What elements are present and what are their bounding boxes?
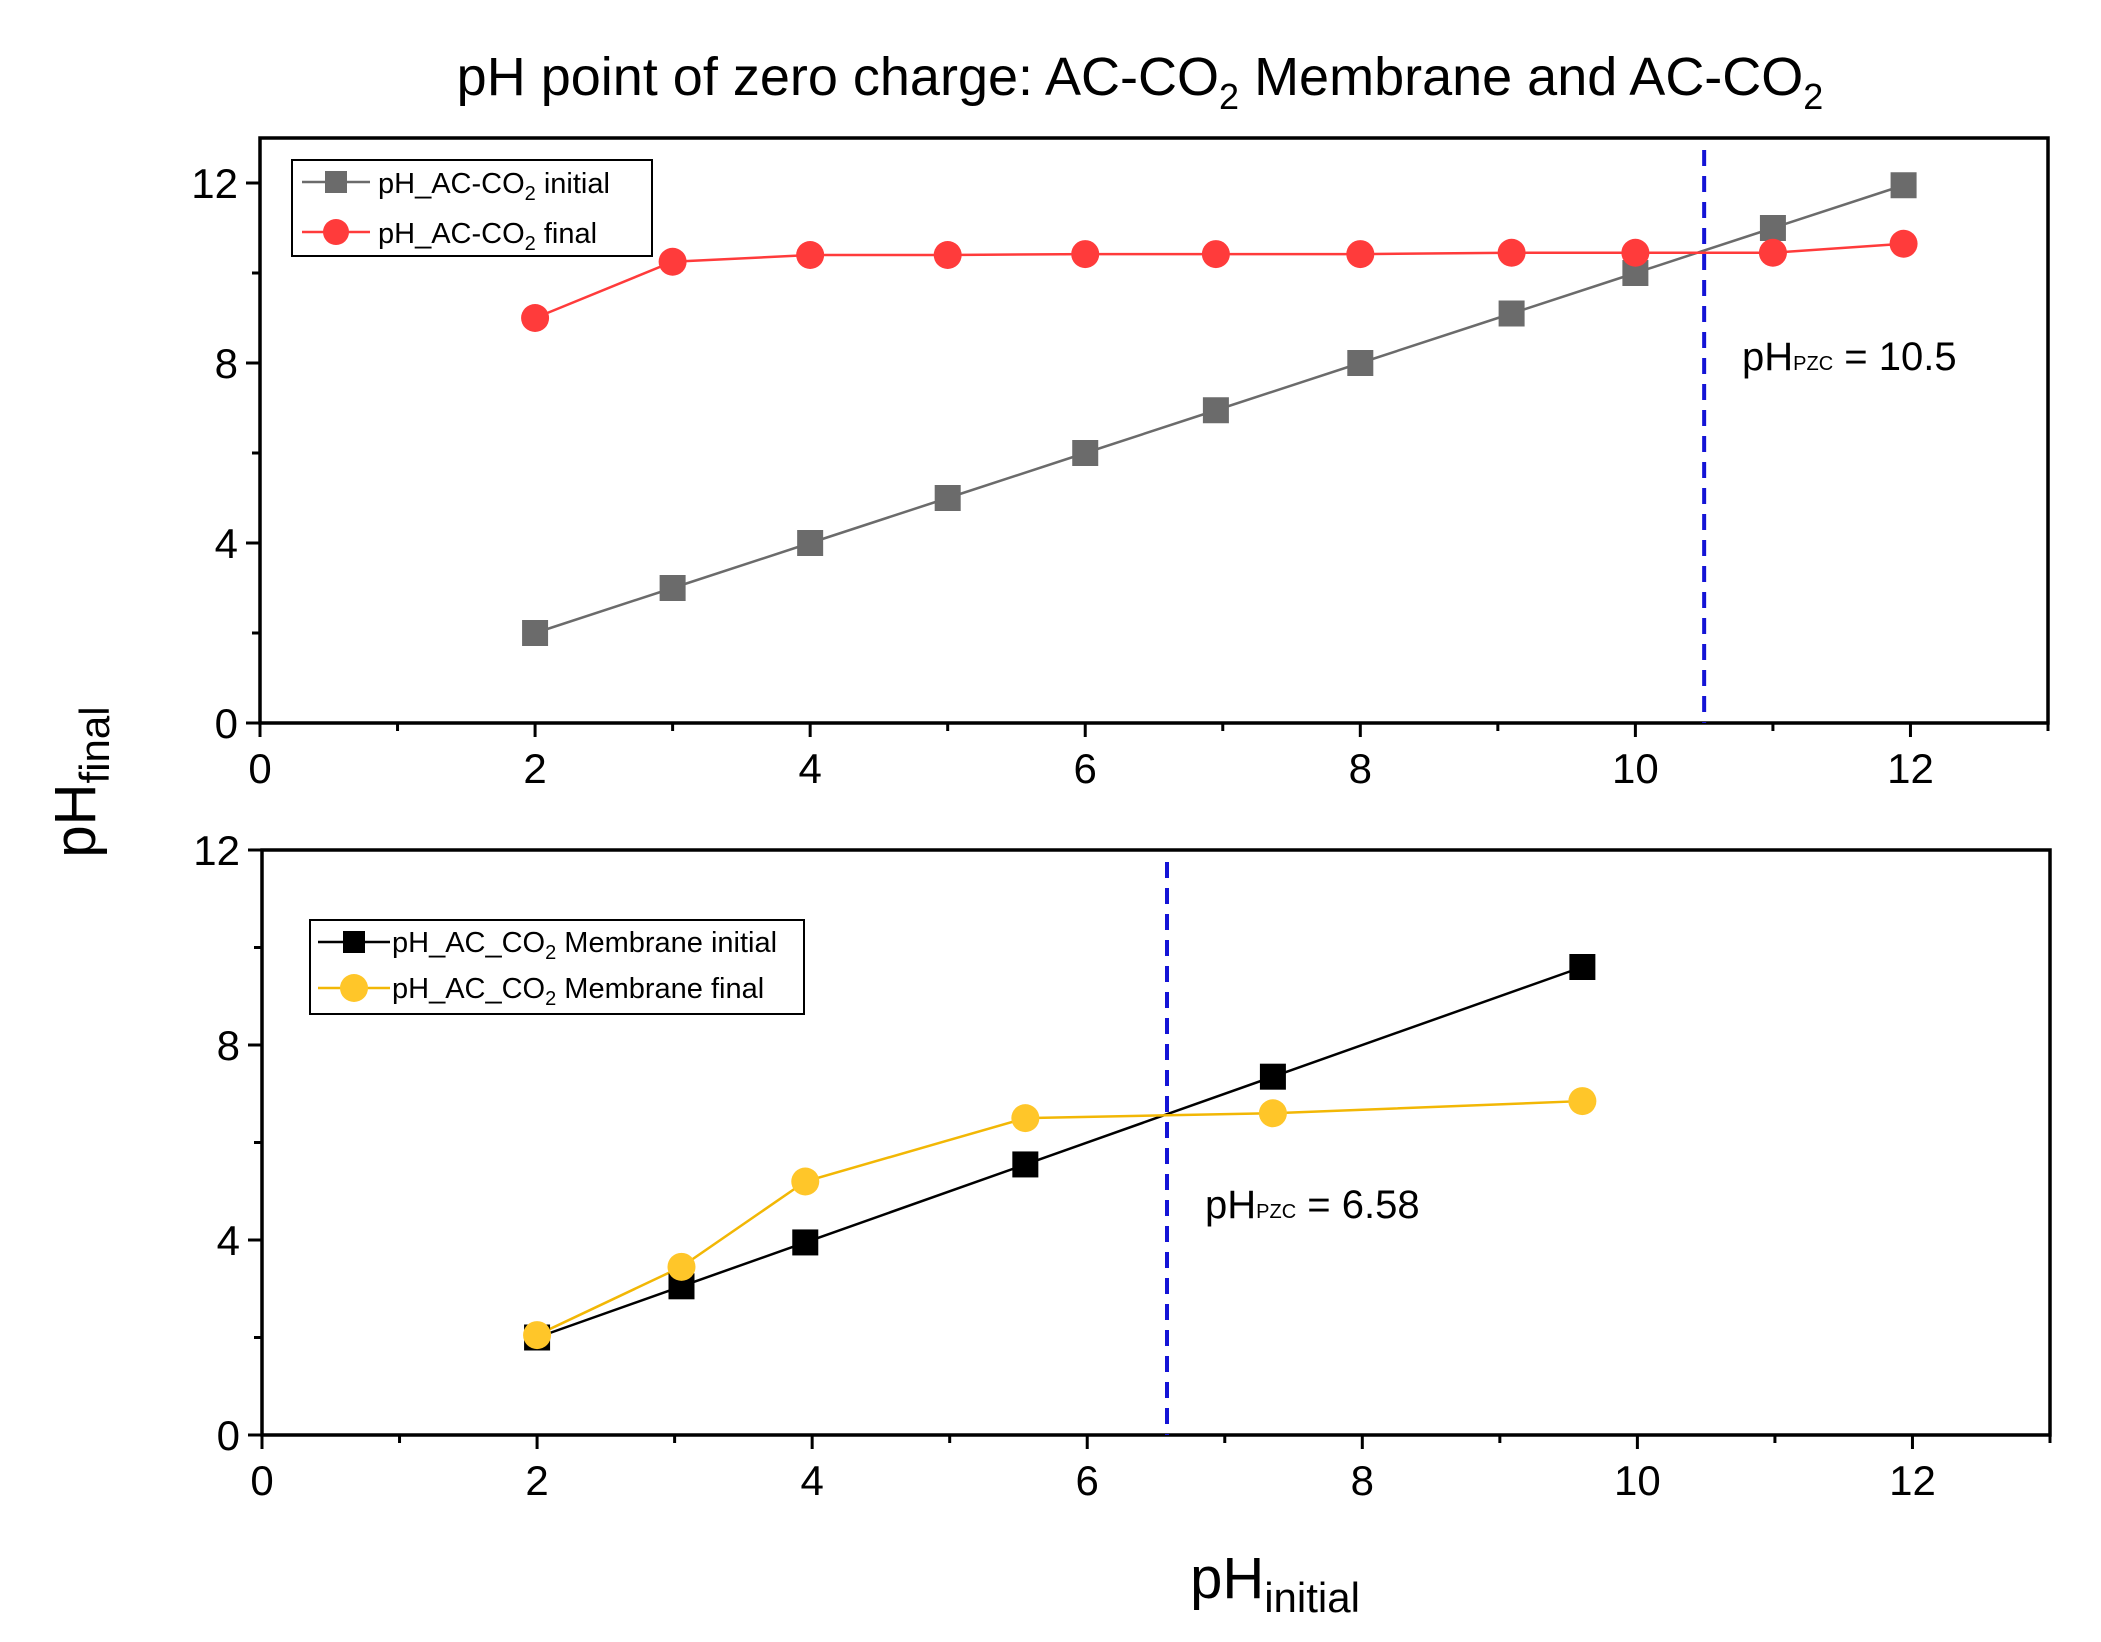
x-tick-label: 6 [1074,745,1097,792]
data-point-circle [667,1252,696,1281]
legend-entry-ac-co2-initial: pH_AC-CO2 initial [302,168,610,205]
data-point-circle [1071,240,1100,269]
data-point-square [934,485,961,511]
data-point-square [1072,440,1099,466]
legend-label: pH_AC-CO2 initial [378,168,610,205]
legend-label: pH_AC_CO2 Membrane final [392,973,764,1010]
data-point-square [1890,172,1917,199]
data-point-square [1498,300,1525,327]
legend-entry-membrane-final: pH_AC_CO2 Membrane final [318,973,764,1010]
x-tick-label: 4 [798,745,821,792]
x-tick-label: 8 [1351,1457,1374,1504]
legend-circle-marker [323,219,349,245]
bottom-panel: 0 2 4 6 8 10 12 0 4 8 12 pHPZC = 6.58 pH_AC_CO2 Me… [193,827,2052,1504]
y-tick-label: 0 [217,1412,240,1459]
y-tick-label: 4 [217,1217,240,1264]
x-tick-label: 12 [1889,1457,1936,1504]
data-point-square [1012,1151,1039,1178]
data-point-square [1347,350,1374,376]
y-tick-label: 12 [193,827,240,874]
y-tick-label: 8 [215,340,238,387]
data-point-square [1569,954,1596,980]
data-point-circle [1201,240,1230,269]
legend: pH_AC_CO2 Membrane initial pH_AC_CO2 Mem… [309,919,805,1015]
data-point-circle [1011,1104,1040,1133]
data-point-square [797,530,824,556]
legend-box [309,919,805,1015]
data-point-circle [1568,1087,1597,1116]
axis-ticks: 0 2 4 6 8 10 12 0 4 8 12 [193,827,2052,1504]
x-tick-label: 10 [1614,1457,1661,1504]
legend: pH_AC-CO2 initial pH_AC-CO2 final [291,159,653,257]
x-tick-label: 10 [1612,745,1659,792]
y-axis-label: pHfinal [43,706,118,857]
plot-frame [258,136,2050,725]
x-tick-label: 4 [800,1457,823,1504]
x-axis-label: pHinitial [1190,1546,1360,1621]
data-point-circle [1889,229,1918,258]
data-point-circle [1346,240,1375,269]
pzc-layer: pHPZC = 6.58 [1165,862,1420,1435]
x-tick-label: 0 [250,1457,273,1504]
data-point-square [522,620,549,646]
pzc-annotation: pHPZC = 6.58 [1205,1183,1420,1227]
x-tick-label: 12 [1887,745,1934,792]
x-tick-label: 0 [248,745,271,792]
legend-box [291,159,653,257]
y-tick-label: 8 [217,1022,240,1069]
x-tick-label: 2 [523,745,546,792]
data-point-circle [521,304,550,332]
legend-entry-membrane-initial: pH_AC_CO2 Membrane initial [318,927,777,964]
series-layer [523,954,1597,1351]
series-line [536,965,1583,1339]
legend-square-marker [343,931,365,953]
data-point-circle [523,1321,552,1350]
data-point-square [792,1229,819,1256]
x-tick-label: 2 [525,1457,548,1504]
legend-label: pH_AC_CO2 Membrane initial [392,927,777,964]
data-point-circle [933,241,962,269]
axis-ticks: 0 2 4 6 8 10 12 0 4 8 12 [191,160,2050,792]
legend-square-marker [325,171,347,193]
data-point-circle [658,247,687,276]
data-point-square [1202,397,1229,424]
data-point-circle [1621,238,1650,267]
y-tick-label: 12 [191,160,238,207]
data-point-square [1259,1063,1286,1090]
data-point-square [659,575,686,601]
data-point-circle [1258,1099,1287,1128]
data-point-circle [796,241,825,269]
series-layer [521,172,1918,646]
chart-title: pH point of zero charge: AC-CO2 Membrane… [457,47,1824,117]
x-tick-label: 8 [1349,745,1372,792]
legend-label: pH_AC-CO2 final [378,218,597,255]
series-line [536,1099,1583,1337]
data-point-circle [1497,238,1526,267]
top-panel: 0 2 4 6 8 10 12 0 4 8 12 pHPZC = 10.5 pH_AC-CO2 in… [191,136,2050,792]
data-point-circle [791,1167,820,1196]
pzc-layer: pHPZC = 10.5 [1702,150,1957,723]
y-tick-label: 0 [215,700,238,747]
legend-entry-ac-co2-final: pH_AC-CO2 final [302,218,597,255]
x-tick-label: 6 [1076,1457,1099,1504]
data-point-square [1759,215,1786,241]
data-point-circle [1758,238,1787,267]
pzc-annotation: pHPZC = 10.5 [1742,335,1957,379]
legend-circle-marker [340,974,368,1002]
y-tick-label: 4 [215,520,238,567]
